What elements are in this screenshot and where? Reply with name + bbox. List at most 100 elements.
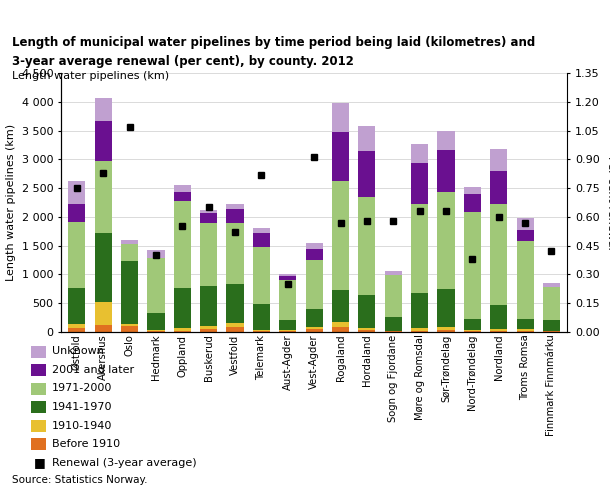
Bar [253, 329, 270, 331]
Bar [174, 328, 191, 331]
Bar [253, 228, 270, 233]
Y-axis label: Length water pipelines (km): Length water pipelines (km) [6, 124, 16, 281]
Bar [174, 287, 191, 328]
Bar [174, 202, 191, 287]
Bar [385, 331, 402, 332]
Bar [200, 223, 217, 286]
Bar [174, 192, 191, 202]
Bar [464, 194, 481, 212]
Bar [411, 163, 428, 203]
Text: 2001 and later: 2001 and later [52, 365, 134, 375]
Text: 1910-1940: 1910-1940 [52, 421, 112, 430]
Bar [411, 144, 428, 163]
Bar [148, 250, 165, 258]
Bar [95, 161, 112, 233]
Bar [200, 210, 217, 213]
Bar [437, 131, 454, 150]
Bar [517, 319, 534, 329]
Text: 3-year average renewal (per cent), by county. 2012: 3-year average renewal (per cent), by co… [12, 55, 354, 68]
Bar [543, 320, 560, 331]
Y-axis label: Per cent renewal: Per cent renewal [606, 156, 610, 249]
Bar [68, 324, 85, 328]
Bar [517, 241, 534, 319]
Bar [306, 327, 323, 329]
Bar [358, 295, 376, 328]
Bar [411, 331, 428, 332]
Bar [226, 284, 243, 323]
Bar [148, 330, 165, 331]
Bar [437, 326, 454, 329]
Bar [464, 319, 481, 330]
Bar [437, 192, 454, 289]
Bar [148, 313, 165, 330]
Bar [517, 331, 534, 332]
Bar [68, 328, 85, 332]
Bar [226, 223, 243, 284]
Bar [437, 329, 454, 332]
Bar [385, 317, 402, 331]
Bar [517, 218, 534, 230]
Bar [95, 233, 112, 302]
Bar [464, 331, 481, 332]
Bar [95, 325, 112, 332]
Bar [174, 185, 191, 192]
Bar [332, 322, 349, 327]
Bar [332, 132, 349, 181]
Bar [121, 325, 138, 326]
Bar [68, 288, 85, 324]
Bar [437, 150, 454, 192]
Bar [517, 329, 534, 331]
Bar [121, 240, 138, 244]
Bar [358, 328, 376, 329]
Text: Length of municipal water pipelines by time period being laid (kilometres) and: Length of municipal water pipelines by t… [12, 36, 536, 49]
Bar [490, 171, 508, 204]
Bar [490, 305, 508, 329]
Bar [464, 212, 481, 319]
Bar [68, 181, 85, 203]
Bar [226, 327, 243, 332]
Text: Renewal (3-year average): Renewal (3-year average) [52, 458, 196, 468]
Bar [385, 275, 402, 317]
Bar [306, 260, 323, 309]
Bar [543, 331, 560, 332]
Bar [517, 230, 534, 241]
Bar [332, 181, 349, 290]
Text: ■: ■ [34, 456, 45, 469]
Bar [226, 204, 243, 209]
Bar [464, 330, 481, 331]
Text: Unknown: Unknown [52, 346, 104, 356]
Bar [490, 329, 508, 331]
Bar [95, 121, 112, 161]
Bar [68, 203, 85, 222]
Bar [385, 271, 402, 275]
Bar [95, 302, 112, 325]
Bar [358, 125, 376, 151]
Bar [464, 187, 481, 194]
Bar [253, 247, 270, 304]
Bar [490, 204, 508, 305]
Bar [200, 213, 217, 223]
Bar [279, 331, 296, 332]
Bar [174, 331, 191, 332]
Bar [411, 293, 428, 328]
Bar [306, 329, 323, 332]
Bar [543, 287, 560, 320]
Bar [200, 286, 217, 325]
Bar [253, 233, 270, 247]
Bar [332, 102, 349, 132]
Text: 1941-1970: 1941-1970 [52, 402, 112, 412]
Bar [411, 328, 428, 331]
Text: 1971-2000: 1971-2000 [52, 384, 112, 393]
Bar [306, 309, 323, 327]
Bar [279, 276, 296, 280]
Bar [358, 151, 376, 197]
Bar [490, 331, 508, 332]
Bar [200, 329, 217, 332]
Bar [306, 248, 323, 260]
Bar [253, 304, 270, 329]
Bar [543, 283, 560, 287]
Bar [121, 244, 138, 261]
Bar [279, 280, 296, 320]
Bar [95, 98, 112, 121]
Bar [121, 261, 138, 325]
